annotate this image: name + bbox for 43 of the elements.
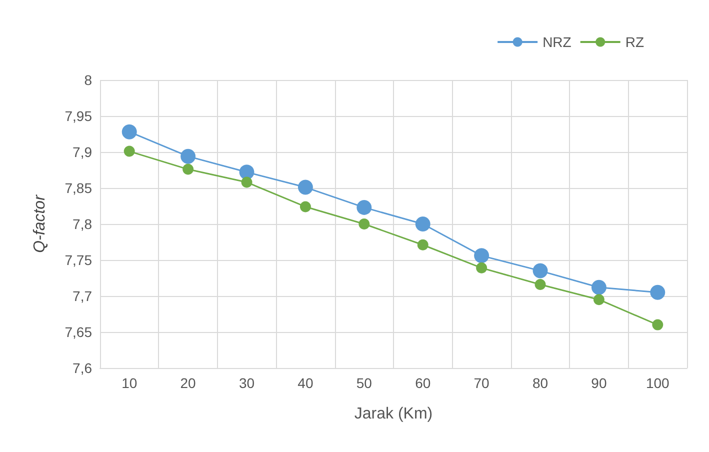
point bbox=[650, 284, 666, 300]
point bbox=[124, 146, 135, 157]
point bbox=[356, 200, 372, 215]
legend-label: RZ bbox=[625, 34, 644, 50]
x-tick-label: 80 bbox=[532, 375, 548, 391]
point bbox=[415, 216, 430, 232]
y-tick-label: 7,95 bbox=[64, 108, 92, 124]
y-tick-label: 7,65 bbox=[64, 324, 92, 340]
x-tick-label: 40 bbox=[298, 375, 314, 391]
y-tick-label: 7,9 bbox=[72, 144, 92, 160]
y-tick-label: 7,6 bbox=[72, 360, 92, 376]
point bbox=[298, 180, 313, 195]
x-tick-label: 50 bbox=[356, 375, 372, 391]
y-tick-label: 8 bbox=[84, 72, 92, 88]
x-tick-label: 20 bbox=[180, 375, 196, 391]
x-tick-label: 90 bbox=[591, 375, 607, 391]
point bbox=[593, 294, 604, 306]
y-tick-label: 7,85 bbox=[64, 180, 92, 196]
point bbox=[532, 263, 548, 278]
x-tick-label: 60 bbox=[415, 375, 431, 391]
point bbox=[476, 262, 488, 274]
point bbox=[241, 176, 252, 188]
x-axis-title: Jarak (Km) bbox=[354, 406, 433, 422]
point bbox=[358, 218, 370, 230]
x-tick-label: 10 bbox=[122, 375, 138, 391]
x-tick-label: 100 bbox=[646, 375, 670, 391]
point bbox=[182, 164, 194, 175]
point bbox=[652, 319, 664, 330]
y-tick-label: 7,8 bbox=[72, 216, 92, 232]
point bbox=[417, 239, 428, 250]
point bbox=[300, 201, 311, 212]
x-tick-label: 70 bbox=[474, 375, 490, 391]
point bbox=[591, 280, 606, 295]
point bbox=[534, 278, 546, 290]
point bbox=[122, 124, 137, 140]
y-axis-title: Q-factor bbox=[32, 194, 48, 253]
legend-label: NRZ bbox=[542, 34, 572, 50]
y-tick-label: 7,7 bbox=[72, 288, 92, 304]
point bbox=[180, 148, 196, 164]
y-tick-label: 7,75 bbox=[64, 252, 92, 268]
point bbox=[239, 164, 254, 180]
x-tick-label: 30 bbox=[238, 375, 255, 391]
point bbox=[474, 248, 490, 264]
